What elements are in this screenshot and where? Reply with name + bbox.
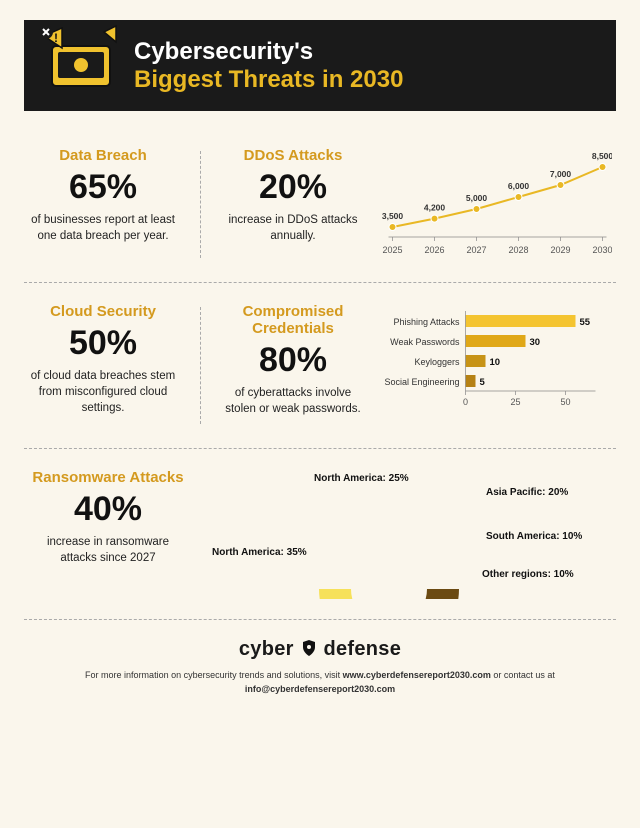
- stat-value: 80%: [223, 343, 363, 377]
- stat-cloud: Cloud Security 50% of cloud data breache…: [28, 303, 178, 428]
- row-3: Ransomware Attacks 40% increase in ranso…: [24, 449, 616, 619]
- svg-text:Social Engineering: Social Engineering: [384, 377, 459, 387]
- line-chart: 2025 2026 2027 2028 2029 2030 3,500 4,200 5,000 6…: [379, 147, 612, 257]
- line-chart-container: 2025 2026 2027 2028 2029 2030 3,500 4,200 5,000 6…: [379, 147, 612, 262]
- brand-right: defense: [323, 638, 401, 660]
- svg-text:3,500: 3,500: [382, 211, 404, 221]
- svg-text:0: 0: [463, 397, 468, 407]
- divider-vertical: [200, 307, 201, 424]
- svg-text:2025: 2025: [382, 245, 402, 255]
- stat-desc: of cloud data breaches stem from misconf…: [28, 368, 178, 416]
- stat-ransomware: Ransomware Attacks 40% increase in ranso…: [28, 469, 188, 599]
- stat-ddos: DDoS Attacks 20% increase in DDoS attack…: [223, 147, 363, 262]
- brand-left: cyber: [239, 638, 294, 660]
- stat-desc: of cyberattacks involve stolen or weak p…: [223, 385, 363, 417]
- svg-text:!: !: [54, 31, 58, 45]
- footer-text: For more information on cybersecurity tr…: [24, 669, 616, 696]
- svg-text:2029: 2029: [550, 245, 570, 255]
- stat-value: 20%: [223, 170, 363, 204]
- row-1: Data Breach 65% of businesses report at …: [24, 139, 616, 282]
- divider-vertical: [200, 151, 201, 258]
- donut-segment-label: Other regions: 10%: [482, 569, 574, 580]
- stat-desc: of businesses report at least one data b…: [28, 212, 178, 244]
- donut-segment-label: North America: 25%: [314, 473, 409, 484]
- footer: cyber defense For more information on cy…: [24, 620, 616, 696]
- svg-text:2030: 2030: [592, 245, 612, 255]
- stat-credentials: Compromised Credentials 80% of cyberatta…: [223, 303, 363, 428]
- svg-text:7,000: 7,000: [550, 169, 572, 179]
- stat-desc: increase in ransomware attacks since 202…: [28, 534, 188, 566]
- stat-title: Data Breach: [28, 147, 178, 164]
- stat-value: 65%: [28, 170, 178, 204]
- footer-link[interactable]: www.cyberdefensereport2030.com: [343, 670, 491, 680]
- svg-text:4,200: 4,200: [424, 203, 446, 213]
- svg-text:2026: 2026: [424, 245, 444, 255]
- svg-text:30: 30: [530, 337, 541, 348]
- donut-segment-label: Asia Pacific: 20%: [486, 487, 568, 498]
- stat-title: Ransomware Attacks: [28, 469, 188, 486]
- title-line1: Cybersecurity's: [134, 38, 313, 65]
- stat-title: Compromised Credentials: [223, 303, 363, 337]
- svg-text:2027: 2027: [466, 245, 486, 255]
- svg-text:6,000: 6,000: [508, 181, 530, 191]
- svg-text:10: 10: [490, 357, 501, 368]
- donut-chart-container: North America: 35% North America: 25% Asia…: [204, 469, 574, 599]
- title-line2: Biggest Threats in 2030: [134, 66, 403, 93]
- page-title: Cybersecurity's Biggest Threats in 2030: [134, 38, 592, 93]
- stat-value: 50%: [28, 326, 178, 360]
- donut-segment-label: North America: 35%: [212, 547, 307, 558]
- stat-desc: increase in DDoS attacks annually.: [223, 212, 363, 244]
- svg-text:55: 55: [580, 317, 591, 328]
- svg-text:2028: 2028: [508, 245, 528, 255]
- svg-text:Keyloggers: Keyloggers: [414, 357, 460, 367]
- stat-title: Cloud Security: [28, 303, 178, 320]
- svg-text:25: 25: [510, 397, 520, 407]
- svg-text:8,500: 8,500: [592, 151, 612, 161]
- svg-text:Weak Passwords: Weak Passwords: [390, 337, 460, 347]
- stat-value: 40%: [28, 492, 188, 526]
- svg-text:50: 50: [560, 397, 570, 407]
- row-2: Cloud Security 50% of cloud data breache…: [24, 283, 616, 448]
- stat-data-breach: Data Breach 65% of businesses report at …: [28, 147, 178, 262]
- donut-segment-label: South America: 10%: [486, 531, 582, 542]
- brand-logo: cyber defense: [24, 638, 616, 661]
- footer-email[interactable]: info@cyberdefensereport2030.com: [245, 684, 395, 694]
- svg-text:Phishing Attacks: Phishing Attacks: [393, 317, 460, 327]
- header: ! Cybersecurity's Biggest Threats in 203…: [24, 20, 616, 111]
- shield-icon: [300, 639, 318, 657]
- bar-chart: Phishing Attacks 55 Weak Passwords 30 Keylog…: [379, 303, 612, 423]
- header-illustration-icon: !: [36, 24, 124, 94]
- stat-title: DDoS Attacks: [223, 147, 363, 164]
- svg-text:5,000: 5,000: [466, 193, 488, 203]
- svg-text:5: 5: [480, 377, 486, 388]
- bar-chart-container: Phishing Attacks 55 Weak Passwords 30 Keylog…: [379, 303, 612, 428]
